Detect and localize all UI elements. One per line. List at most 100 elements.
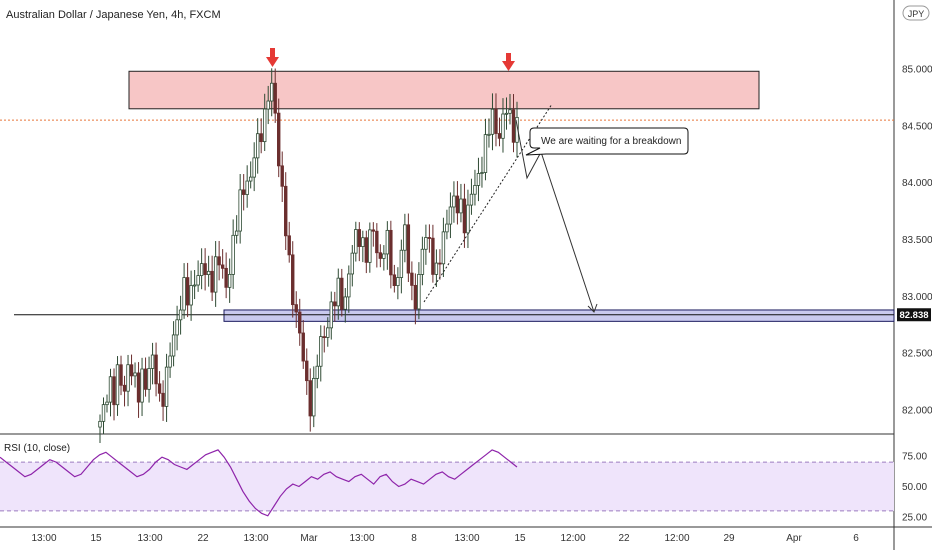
- time-tick-label: 22: [197, 533, 209, 544]
- candle-body: [326, 327, 330, 338]
- time-tick-label: 15: [90, 533, 102, 544]
- projected-path-arrowhead: [587, 303, 598, 313]
- candle-body: [399, 249, 404, 278]
- time-tick-label: 13:00: [31, 533, 56, 544]
- candle-body: [361, 237, 365, 247]
- price-axis: 85.000 84.500 84.000 83.500 83.000 82.500 82.0…: [902, 65, 932, 417]
- candle-body: [203, 263, 207, 276]
- candle-body: [413, 284, 418, 310]
- candle-body: [396, 277, 400, 286]
- time-tick-label: 13:00: [243, 533, 268, 544]
- candle-body: [277, 112, 281, 167]
- candle-body: [196, 275, 200, 286]
- time-axis: 13:00 15 13:00 22 13:00 Mar 13:00 8 13:00 15 12:00…: [31, 533, 859, 544]
- candle-body: [178, 309, 183, 321]
- candle-body: [336, 277, 340, 307]
- candle-body: [171, 334, 176, 357]
- candle-body: [357, 229, 362, 247]
- rsi-band: [0, 462, 894, 511]
- time-tick-label: 12:00: [664, 533, 689, 544]
- candle-body: [441, 231, 446, 265]
- candle-body: [210, 270, 214, 293]
- price-tick-label: 84.500: [902, 121, 932, 132]
- candle-body: [483, 134, 488, 173]
- chart-title: Australian Dollar / Japanese Yen, 4h, FX…: [6, 9, 221, 21]
- rsi-line: [0, 449, 518, 517]
- resistance-zone[interactable]: [128, 70, 760, 110]
- time-tick-label: Mar: [300, 533, 318, 544]
- currency-badge[interactable]: JPY: [902, 5, 930, 21]
- candle-body: [494, 108, 498, 134]
- candle-body: [445, 223, 449, 233]
- candlestick-series: [98, 68, 519, 443]
- candle-body: [452, 195, 456, 208]
- candle-body: [241, 189, 246, 195]
- candle-body: [438, 262, 442, 265]
- candle-body: [301, 332, 305, 362]
- candle-body: [273, 82, 277, 114]
- candle-body: [238, 189, 242, 232]
- candle-body: [231, 234, 235, 275]
- candle-body: [199, 263, 204, 277]
- candle-body: [480, 172, 484, 174]
- candle-body: [371, 229, 376, 232]
- candle-body: [354, 229, 358, 254]
- candle-body: [129, 364, 134, 377]
- candle-body: [245, 180, 249, 195]
- candle-body: [417, 274, 421, 310]
- candle-body: [287, 235, 291, 256]
- candle-body: [255, 133, 260, 159]
- candle-body: [350, 252, 355, 275]
- candle-body: [143, 368, 148, 390]
- candle-body: [206, 270, 211, 276]
- candle-body: [157, 383, 162, 394]
- rsi-tick-label: 25.00: [902, 513, 927, 524]
- candle-body: [227, 274, 232, 288]
- candle-body: [424, 237, 428, 250]
- candle-body: [213, 256, 218, 293]
- candle-body: [189, 285, 193, 306]
- candle-body: [501, 113, 505, 139]
- price-tick-label: 82.000: [902, 406, 932, 417]
- candle-body: [466, 204, 470, 234]
- price-tick-label: 82.500: [902, 349, 932, 360]
- candle-body: [154, 354, 158, 385]
- annotation-callout[interactable]: We are waiting for a breakdown: [525, 127, 689, 156]
- candle-body: [403, 224, 407, 251]
- time-tick-label: 13:00: [349, 533, 374, 544]
- candle-body: [455, 195, 460, 214]
- candle-body: [224, 267, 228, 288]
- candle-body: [389, 229, 393, 276]
- candle-body: [259, 133, 263, 143]
- rsi-title: RSI (10, close): [4, 443, 70, 454]
- candle-body: [459, 198, 463, 214]
- candle-body: [294, 304, 298, 313]
- candle-body: [469, 193, 474, 206]
- candle-body: [473, 185, 477, 195]
- candle-body: [136, 372, 141, 403]
- rsi-axis: 75.00 50.00 25.00: [902, 452, 927, 524]
- rsi-tick-label: 75.00: [902, 452, 927, 463]
- candle-body: [434, 262, 439, 275]
- candle-body: [147, 368, 151, 390]
- candle-body: [508, 109, 512, 114]
- candle-body: [270, 82, 274, 102]
- candle-body: [448, 206, 453, 225]
- arrow-down-icon: [502, 53, 515, 71]
- projected-path[interactable]: [515, 119, 595, 313]
- candle-body: [291, 254, 295, 306]
- svg-text:82.838: 82.838: [899, 310, 928, 321]
- time-tick-label: 13:00: [137, 533, 162, 544]
- candle-body: [319, 336, 323, 367]
- support-zone[interactable]: [223, 309, 895, 322]
- candle-body: [126, 364, 130, 392]
- candle-body: [410, 272, 414, 286]
- time-tick-label: 8: [411, 533, 417, 544]
- price-tick-label: 85.000: [902, 65, 932, 76]
- candle-body: [262, 108, 267, 143]
- candle-body: [431, 237, 435, 275]
- candle-body: [133, 372, 137, 377]
- candle-body: [375, 230, 379, 254]
- candle-body: [298, 311, 302, 334]
